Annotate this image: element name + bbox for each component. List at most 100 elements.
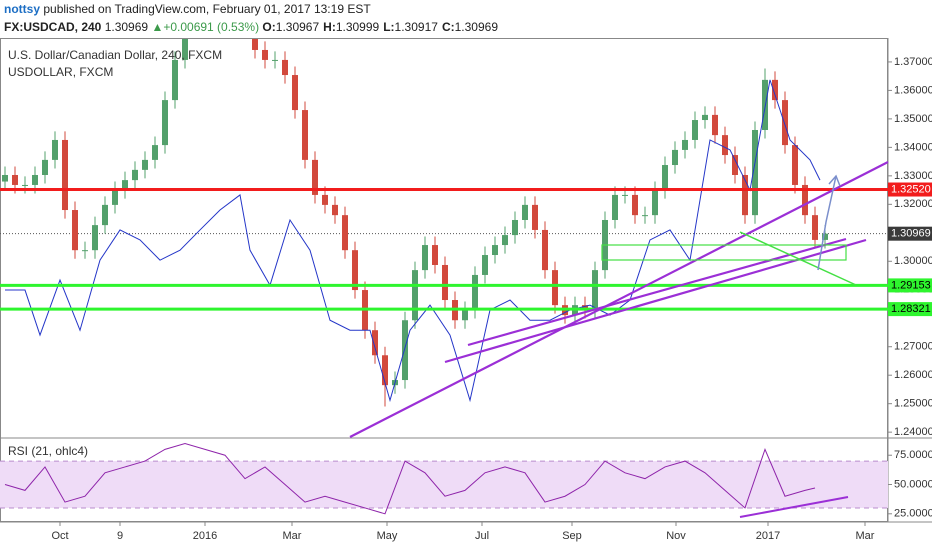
candle-body bbox=[82, 250, 88, 252]
candle-body bbox=[52, 139, 58, 160]
candle-body bbox=[162, 100, 168, 146]
candle-body bbox=[342, 215, 348, 251]
ohlc-label: O: bbox=[262, 20, 276, 34]
projection-arrow bbox=[817, 175, 837, 271]
x-tick-label: Jul bbox=[475, 530, 489, 542]
y-tick-label: 1.36000 bbox=[894, 84, 932, 96]
x-tick-label: 2016 bbox=[193, 530, 217, 542]
candle-body bbox=[482, 255, 488, 275]
candle-body bbox=[412, 270, 418, 321]
candle-body bbox=[552, 270, 558, 306]
candle-body bbox=[702, 114, 708, 121]
y-tick-label: 1.26000 bbox=[894, 369, 932, 381]
candle-body bbox=[662, 165, 668, 191]
x-tick-label: 2017 bbox=[756, 530, 780, 542]
last-price-box bbox=[888, 226, 932, 241]
candle-body bbox=[182, 39, 188, 60]
candle-body bbox=[372, 330, 378, 356]
candle-body bbox=[62, 139, 68, 211]
candle-body bbox=[692, 120, 698, 140]
candle-body bbox=[542, 229, 548, 271]
axes: 1.37000 1.36000 1.35000 1.34000 1.33000 1.320… bbox=[51, 56, 932, 542]
candle-body bbox=[782, 100, 788, 146]
candle-body bbox=[282, 59, 288, 76]
candle-body bbox=[112, 190, 118, 205]
candle-body bbox=[422, 245, 428, 271]
level-label-box bbox=[888, 182, 932, 197]
y-tick-label: 1.30000 bbox=[894, 255, 932, 267]
candle-body bbox=[42, 159, 48, 175]
candle-body bbox=[142, 159, 148, 170]
candle-body bbox=[722, 135, 728, 156]
candle-body bbox=[402, 320, 408, 381]
ohlc-value: 1.30969 bbox=[454, 20, 498, 34]
x-tick-label: Oct bbox=[51, 530, 68, 542]
last-price-label: 1.30969 bbox=[891, 228, 931, 240]
candle-body bbox=[612, 194, 618, 220]
candle-body bbox=[92, 225, 98, 251]
candle-body bbox=[122, 180, 128, 191]
ohlc-value: 1.30917 bbox=[394, 20, 438, 34]
drawings bbox=[349, 161, 889, 518]
trend-line bbox=[467, 237, 847, 347]
candle-body bbox=[642, 215, 648, 217]
header: nottsy published on TradingView.com, Feb… bbox=[0, 0, 932, 38]
candle-body bbox=[472, 274, 478, 310]
candle-body bbox=[12, 174, 18, 185]
rsi-name: RSI (21, ohlc4) bbox=[8, 444, 88, 458]
candle-body bbox=[72, 210, 78, 251]
candle-body bbox=[492, 245, 498, 256]
candle-body bbox=[792, 145, 798, 185]
candle-body bbox=[312, 159, 318, 195]
y-tick-label: 1.24000 bbox=[894, 426, 932, 438]
candle-body bbox=[352, 250, 358, 291]
level-label-box bbox=[888, 278, 932, 293]
candle-body bbox=[102, 204, 108, 226]
y-tick-label: 1.32000 bbox=[894, 198, 932, 210]
candle-body bbox=[292, 75, 298, 111]
candle-body bbox=[512, 219, 518, 236]
candle-body bbox=[812, 215, 818, 240]
published: published on TradingView.com, February 0… bbox=[43, 2, 371, 16]
y-tick-label: 1.37000 bbox=[894, 56, 932, 68]
ohlc-value: 1.30967 bbox=[275, 20, 320, 34]
rsi-band bbox=[0, 461, 888, 508]
candle-body bbox=[652, 190, 658, 216]
publish-line: nottsy published on TradingView.com, Feb… bbox=[4, 2, 371, 16]
rsi-tick-label: 75.0000 bbox=[894, 449, 932, 461]
candle-body bbox=[332, 204, 338, 216]
candle-body bbox=[172, 59, 178, 101]
overlay-line bbox=[5, 79, 821, 403]
rsi-tick-label: 50.0000 bbox=[894, 478, 932, 490]
candle-body bbox=[802, 184, 808, 216]
x-tick-label: Mar bbox=[856, 530, 875, 542]
main-pane bbox=[0, 39, 888, 407]
candle-body bbox=[262, 49, 268, 60]
candle-body bbox=[322, 194, 328, 205]
candle-body bbox=[32, 174, 38, 185]
last: 1.30969 bbox=[104, 20, 149, 34]
candle-body bbox=[2, 174, 8, 182]
level-label: 1.29153 bbox=[891, 279, 931, 291]
ohlc-line: FX:USDCAD, 240 1.30969 ▲+0.00691 (0.53%)… bbox=[4, 20, 502, 34]
x-tick-label: Nov bbox=[666, 530, 686, 542]
candle-body bbox=[272, 59, 278, 61]
candle-body bbox=[522, 204, 528, 220]
ohlc-label: H: bbox=[323, 20, 336, 34]
ohlc-label: C: bbox=[441, 20, 455, 34]
trend-line bbox=[739, 231, 857, 286]
y-tick-label: 1.35000 bbox=[894, 113, 932, 125]
candle-body bbox=[432, 245, 438, 265]
candle-body bbox=[442, 264, 448, 301]
candle-body bbox=[592, 270, 598, 310]
author[interactable]: nottsy bbox=[4, 2, 40, 16]
overlay-name: USDOLLAR, FXCM bbox=[8, 65, 113, 79]
arrow-head bbox=[828, 174, 841, 187]
y-tick-label: 1.25000 bbox=[894, 398, 932, 410]
x-tick-label: Mar bbox=[283, 530, 302, 542]
level-label-box bbox=[888, 302, 932, 317]
level-label: 1.32520 bbox=[891, 183, 931, 195]
arrow: ▲ bbox=[151, 20, 164, 34]
rsi-trend-line bbox=[739, 496, 849, 518]
